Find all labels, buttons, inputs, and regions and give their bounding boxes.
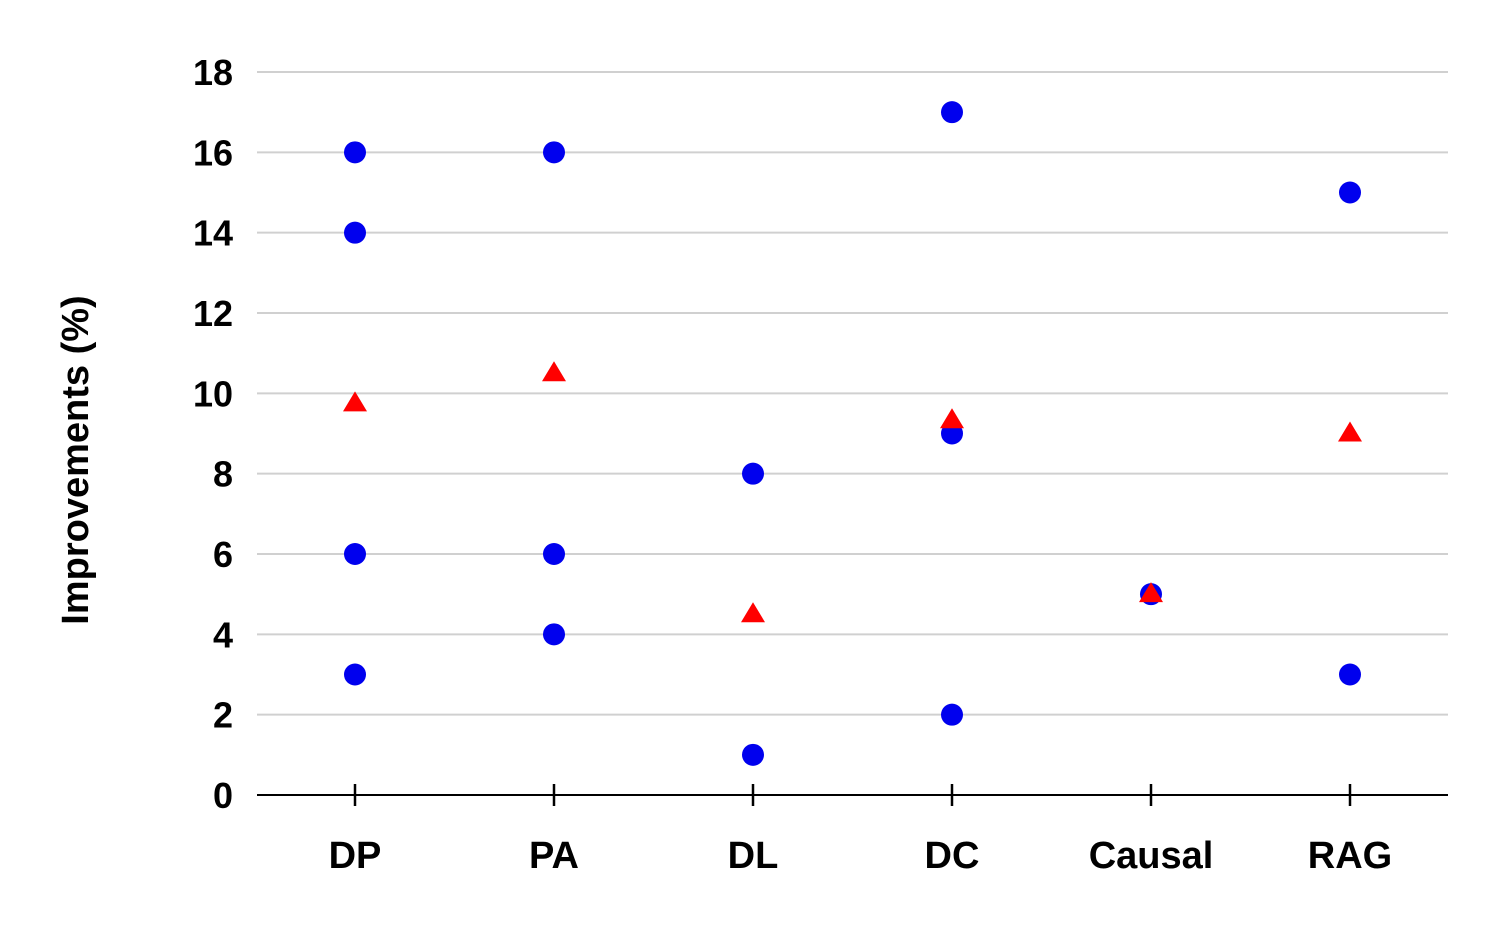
- y-tick-label: 2: [213, 695, 233, 736]
- y-tick-label: 16: [193, 132, 233, 173]
- data-point-circle: [941, 101, 963, 124]
- y-tick-label: 10: [193, 373, 233, 414]
- data-point-triangle: [741, 602, 765, 623]
- axes: [257, 784, 1448, 806]
- y-tick-labels: 0 2 4 6 8 10 12 14 16 18: [193, 52, 233, 816]
- y-tick-label: 18: [193, 52, 233, 93]
- x-tick-labels: DP PA DL DC Causal RAG: [329, 835, 1393, 877]
- y-tick-label: 8: [213, 454, 233, 495]
- data-point-circle: [543, 141, 565, 164]
- data-point-circle: [543, 543, 565, 565]
- data-point-circle: [344, 543, 366, 565]
- data-point-triangle: [1139, 582, 1163, 603]
- data-point-circle: [941, 703, 963, 726]
- data-point-triangle: [343, 391, 367, 412]
- data-point-circle: [1339, 663, 1361, 686]
- y-axis-title: Improvements (%): [55, 295, 97, 624]
- x-tick-label: DC: [925, 835, 980, 877]
- data-point-circle: [344, 141, 366, 164]
- data-point-circle: [344, 221, 366, 244]
- x-tick-label: DP: [329, 835, 382, 877]
- data-point-circle: [543, 623, 565, 646]
- x-tick-label: RAG: [1308, 835, 1392, 877]
- grid-lines: [257, 71, 1448, 716]
- y-tick-label: 0: [213, 775, 233, 816]
- data-point-circle: [742, 743, 764, 766]
- data-point-triangle: [542, 361, 566, 382]
- data-point-circle: [344, 663, 366, 686]
- y-tick-label: 12: [193, 293, 233, 334]
- data-point-triangle: [940, 408, 964, 429]
- data-point-triangle: [1338, 421, 1362, 442]
- x-tick-label: Causal: [1089, 835, 1214, 877]
- x-tick-label: PA: [529, 835, 579, 877]
- data-marks: [343, 101, 1362, 766]
- y-tick-label: 4: [213, 614, 233, 655]
- data-point-circle: [1339, 181, 1361, 204]
- y-tick-label: 14: [193, 213, 233, 254]
- x-tick-label: DL: [728, 835, 779, 877]
- y-tick-label: 6: [213, 534, 233, 575]
- data-point-circle: [742, 462, 764, 485]
